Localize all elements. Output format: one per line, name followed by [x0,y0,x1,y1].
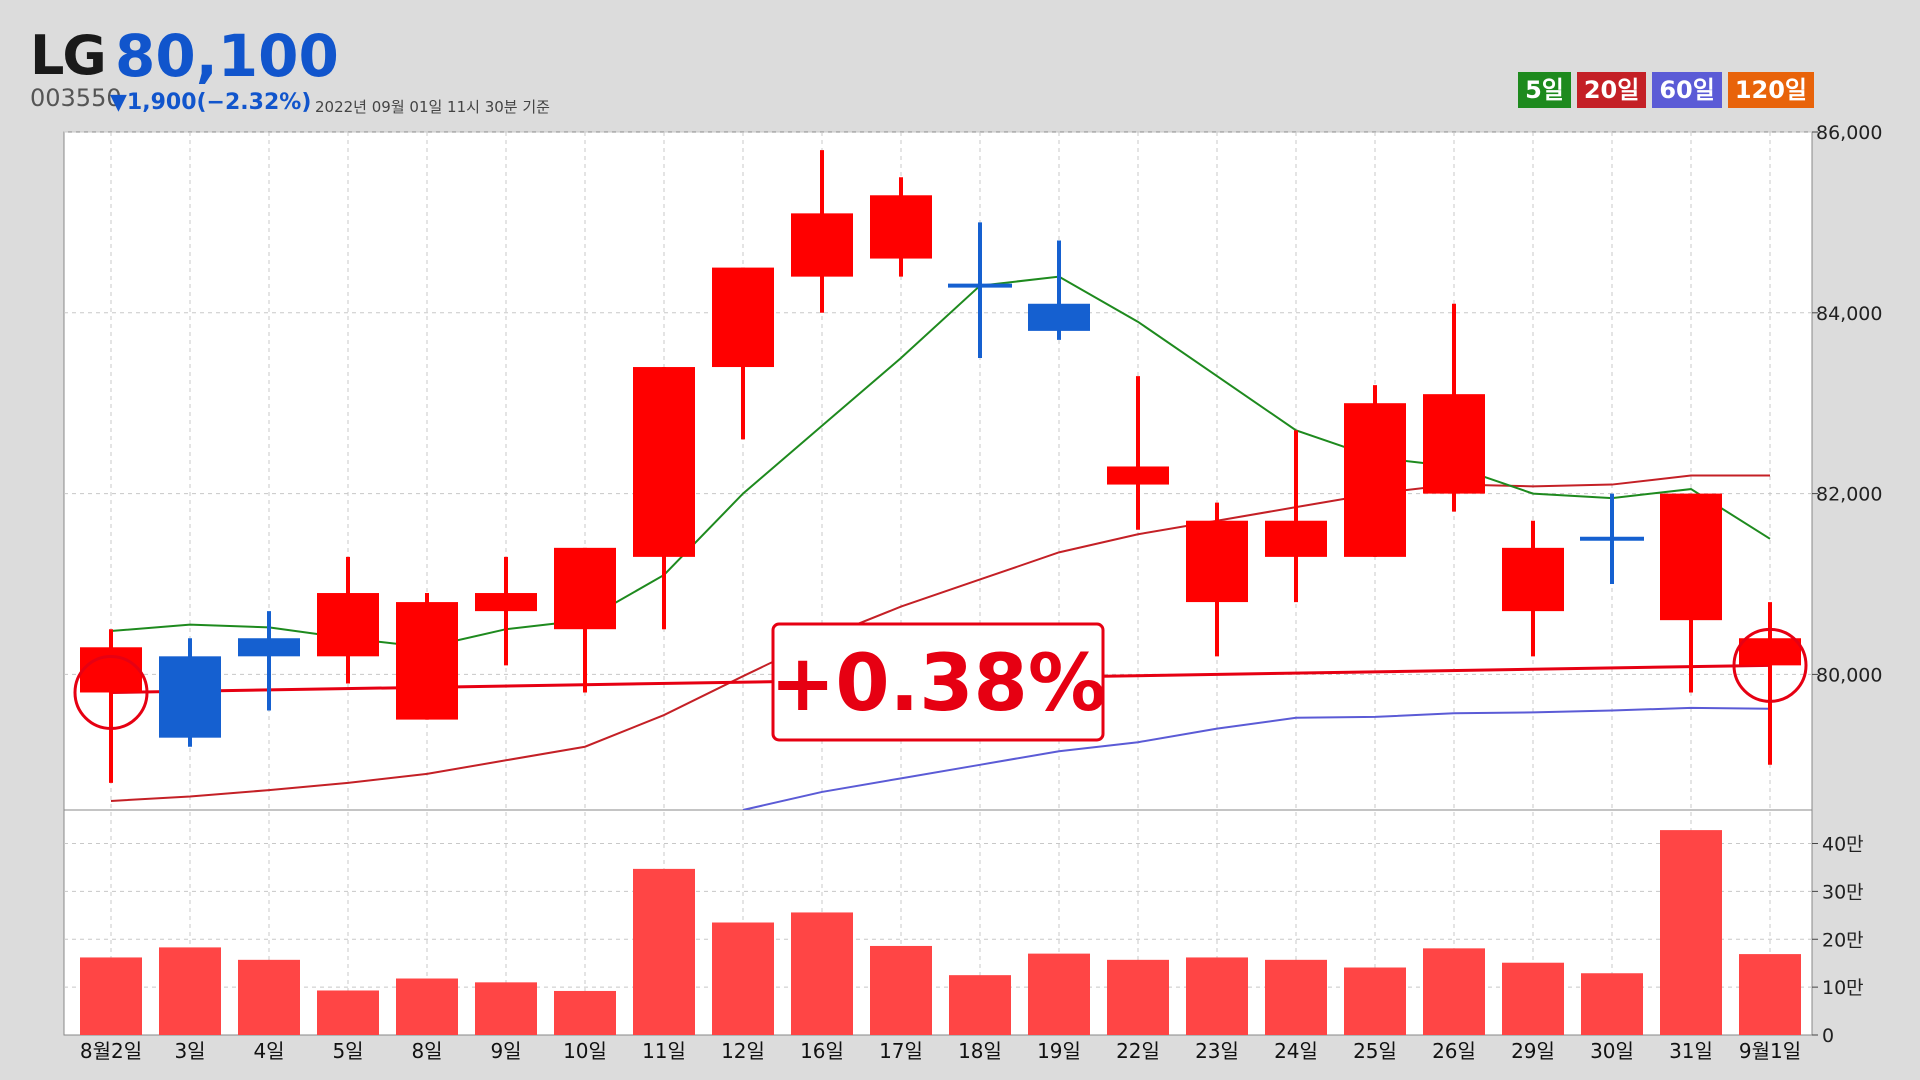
change-annotation-box [771,622,1105,742]
volume-bar [1502,962,1564,1035]
ma60-line [742,706,1771,810]
volume-bar [1660,830,1722,1035]
price-change: ▼1,900(−2.32%) [110,90,312,115]
x-tick-label: 8월2일 [80,1039,142,1063]
volume-bar [396,978,458,1035]
x-tick-label: 3일 [174,1039,205,1063]
x-tick-label: 10일 [563,1039,607,1063]
stock-code: 003550 [30,84,122,112]
volume-bar [712,922,774,1035]
x-tick-label: 9월1일 [1739,1039,1801,1063]
volume-bar [870,945,932,1035]
volume-bar [1107,959,1169,1035]
volume-bar [1581,973,1643,1035]
candle-body [1344,403,1406,557]
candle-body [238,638,300,657]
x-tick-label: 18일 [958,1039,1002,1063]
volume-bar [949,975,1011,1035]
legend-ma20[interactable]: 20일 [1576,72,1647,108]
volume-bar [1265,959,1327,1035]
volume-tick-label: 10만 [1822,977,1864,999]
x-tick-label: 19일 [1037,1039,1081,1063]
x-tick-label: 9일 [490,1039,521,1063]
candle-body [317,593,379,657]
volume-tick-label: 40만 [1822,834,1864,856]
x-tick-label: 16일 [800,1039,844,1063]
candle-body [1739,638,1801,666]
volume-bar [238,959,300,1035]
candle-body [554,547,616,630]
candle-body [870,195,932,259]
candle-body [633,367,695,557]
volume-bar [1344,967,1406,1035]
stock-name: LG [30,24,107,87]
volume-bar [554,990,616,1035]
candle-body [791,213,853,277]
x-tick-label: 4일 [253,1039,284,1063]
volume-bar [791,912,853,1035]
volume-bar [633,868,695,1035]
volume-tick-label: 20만 [1822,929,1864,951]
candle-body [1028,303,1090,331]
x-tick-label: 31일 [1669,1039,1713,1063]
candle-body [1186,520,1248,603]
candle-body [712,267,774,368]
candle-body [475,593,537,612]
volume-bar [1186,957,1248,1035]
y-tick-label: 82,000 [1816,484,1882,506]
candle-body [80,647,142,693]
x-tick-label: 24일 [1274,1039,1318,1063]
y-tick-label: 80,000 [1816,664,1882,686]
volume-bar [475,982,537,1035]
x-tick-label: 30일 [1590,1039,1634,1063]
start-marker [73,654,149,730]
stock-price: 80,100 [115,22,339,90]
x-tick-label: 11일 [642,1039,686,1063]
volume-bar [1028,953,1090,1035]
volume-bar [1423,948,1485,1035]
y-tick-label: 84,000 [1816,303,1882,325]
volume-bar [80,957,142,1035]
volume-tick-label: 30만 [1822,881,1864,903]
end-marker [1732,627,1808,703]
volume-tick-label: 0 [1822,1025,1834,1047]
x-tick-label: 8일 [411,1039,442,1063]
volume-bar [317,990,379,1035]
x-tick-label: 23일 [1195,1039,1239,1063]
change-annotation-text: +0.38% [770,639,1106,729]
x-tick-label: 5일 [332,1039,363,1063]
moving-average-legend: 5일 20일 60일 120일 [1518,72,1814,108]
x-tick-label: 22일 [1116,1039,1160,1063]
x-tick-label: 26일 [1432,1039,1476,1063]
candle-body [1423,394,1485,494]
candle-body [1107,466,1169,485]
x-tick-label: 17일 [879,1039,923,1063]
volume-bar [1739,954,1801,1035]
legend-ma5[interactable]: 5일 [1518,72,1571,108]
candle-body [1660,493,1722,621]
ma5-line [110,275,1771,649]
candle-body [1502,547,1564,612]
legend-ma120[interactable]: 120일 [1727,72,1814,108]
x-tick-label: 25일 [1353,1039,1397,1063]
x-tick-label: 12일 [721,1039,765,1063]
candle-body [159,656,221,738]
volume-bar [159,947,221,1035]
candle-body [396,602,458,720]
y-tick-label: 86,000 [1816,122,1882,144]
candle-body [1265,520,1327,557]
ma20-line [110,474,1770,802]
x-tick-label: 29일 [1511,1039,1555,1063]
legend-ma60[interactable]: 60일 [1652,72,1722,108]
timestamp: 2022년 09월 01일 11시 30분 기준 [315,98,550,116]
